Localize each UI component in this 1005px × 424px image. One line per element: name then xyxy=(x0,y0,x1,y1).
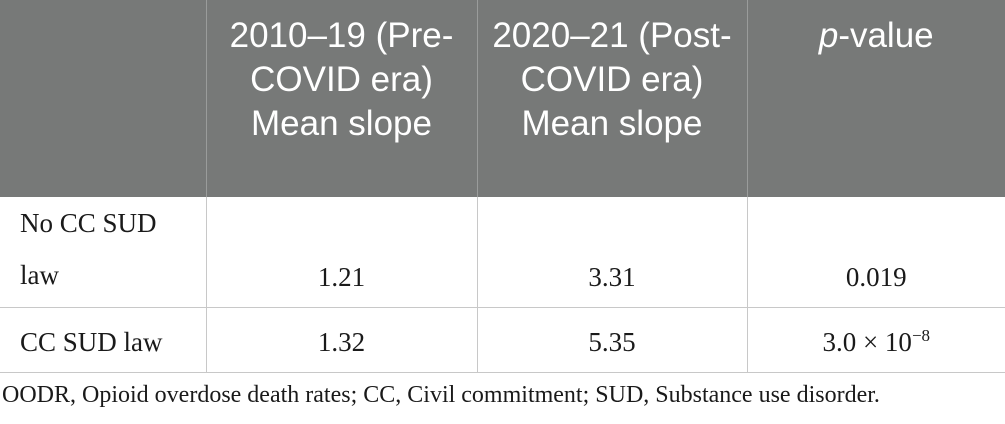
p-value-exponent: −8 xyxy=(911,326,931,345)
table-footnote: OODR, Opioid overdose death rates; CC, C… xyxy=(2,382,880,408)
header-cell-label xyxy=(0,0,207,197)
p-value-base: 3.0 × 10 xyxy=(822,327,912,357)
cell-post-covid-law: 5.35 xyxy=(477,307,748,373)
header-post-covid: 2020–21 (Post-COVID era) Mean slope xyxy=(477,0,748,197)
header-pre-covid: 2010–19 (Pre-COVID era) Mean slope xyxy=(206,0,478,197)
header-p-value: p-value xyxy=(747,0,1005,197)
row-label-cc-sud-law: CC SUD law xyxy=(0,307,207,373)
table-row: CC SUD law 1.32 5.35 3.0 × 10−8 xyxy=(0,307,1005,373)
cell-pre-covid-law: 1.32 xyxy=(206,307,478,373)
p-value-suffix: -value xyxy=(838,16,934,55)
row-label-no-cc-sud-law: No CC SUD law xyxy=(0,197,207,308)
cell-post-covid-no-law: 3.31 xyxy=(477,197,748,308)
table-header-row: 2010–19 (Pre-COVID era) Mean slope 2020–… xyxy=(0,0,1005,197)
table-row: No CC SUD law 1.21 3.31 0.019 xyxy=(0,197,1005,308)
results-table: 2010–19 (Pre-COVID era) Mean slope 2020–… xyxy=(0,0,1005,373)
cell-pre-covid-no-law: 1.21 xyxy=(206,197,478,308)
cell-p-value-no-law: 0.019 xyxy=(747,197,1005,308)
cell-p-value-law: 3.0 × 10−8 xyxy=(747,307,1005,373)
p-italic: p xyxy=(818,16,839,55)
